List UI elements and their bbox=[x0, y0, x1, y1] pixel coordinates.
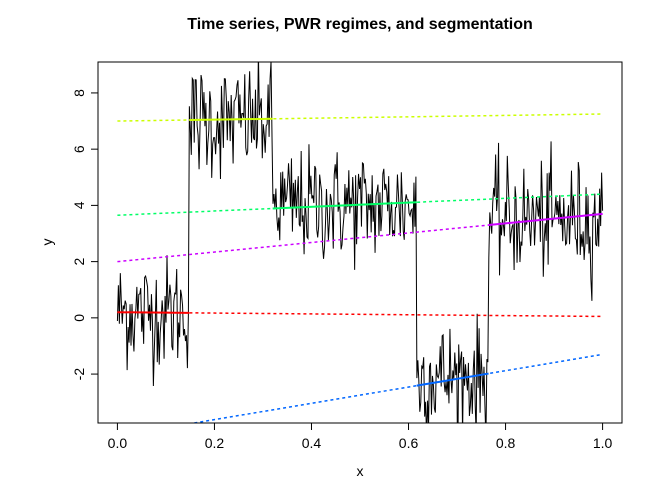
x-tick-label: 1.0 bbox=[593, 435, 613, 451]
regime-4-dashed-line bbox=[189, 353, 603, 423]
x-tick-label: 0.6 bbox=[399, 435, 419, 451]
y-tick-label: 8 bbox=[71, 89, 87, 97]
x-axis-label: x bbox=[357, 463, 364, 479]
regime-5-segment-line bbox=[488, 212, 603, 227]
y-tick-label: 4 bbox=[71, 201, 87, 209]
chart-title: Time series, PWR regimes, and segmentati… bbox=[187, 16, 533, 33]
x-tick-label: 0.0 bbox=[108, 435, 128, 451]
y-axis-label: y bbox=[39, 239, 55, 246]
time-series-line bbox=[116, 62, 604, 423]
y-tick-label: 2 bbox=[71, 258, 87, 266]
plot-frame bbox=[97, 61, 623, 424]
plot-area bbox=[116, 62, 604, 423]
y-tick-label: 6 bbox=[71, 145, 87, 153]
y-tick-label: 0 bbox=[71, 314, 87, 322]
y-axis: -2 0 2 4 6 8 bbox=[71, 89, 99, 381]
x-tick-label: 0.8 bbox=[496, 435, 516, 451]
x-axis: 0.0 0.2 0.4 0.6 0.8 1.0 bbox=[108, 422, 613, 451]
regime-2-segment-line bbox=[189, 117, 273, 122]
regime-1-segment-line bbox=[117, 311, 190, 314]
regime-1-dashed-line bbox=[117, 311, 603, 318]
regime-4-segment-line bbox=[416, 372, 489, 387]
y-tick-label: -2 bbox=[71, 368, 87, 381]
regime-3-segment-line bbox=[272, 201, 417, 210]
x-tick-label: 0.2 bbox=[205, 435, 225, 451]
x-tick-label: 0.4 bbox=[302, 435, 322, 451]
